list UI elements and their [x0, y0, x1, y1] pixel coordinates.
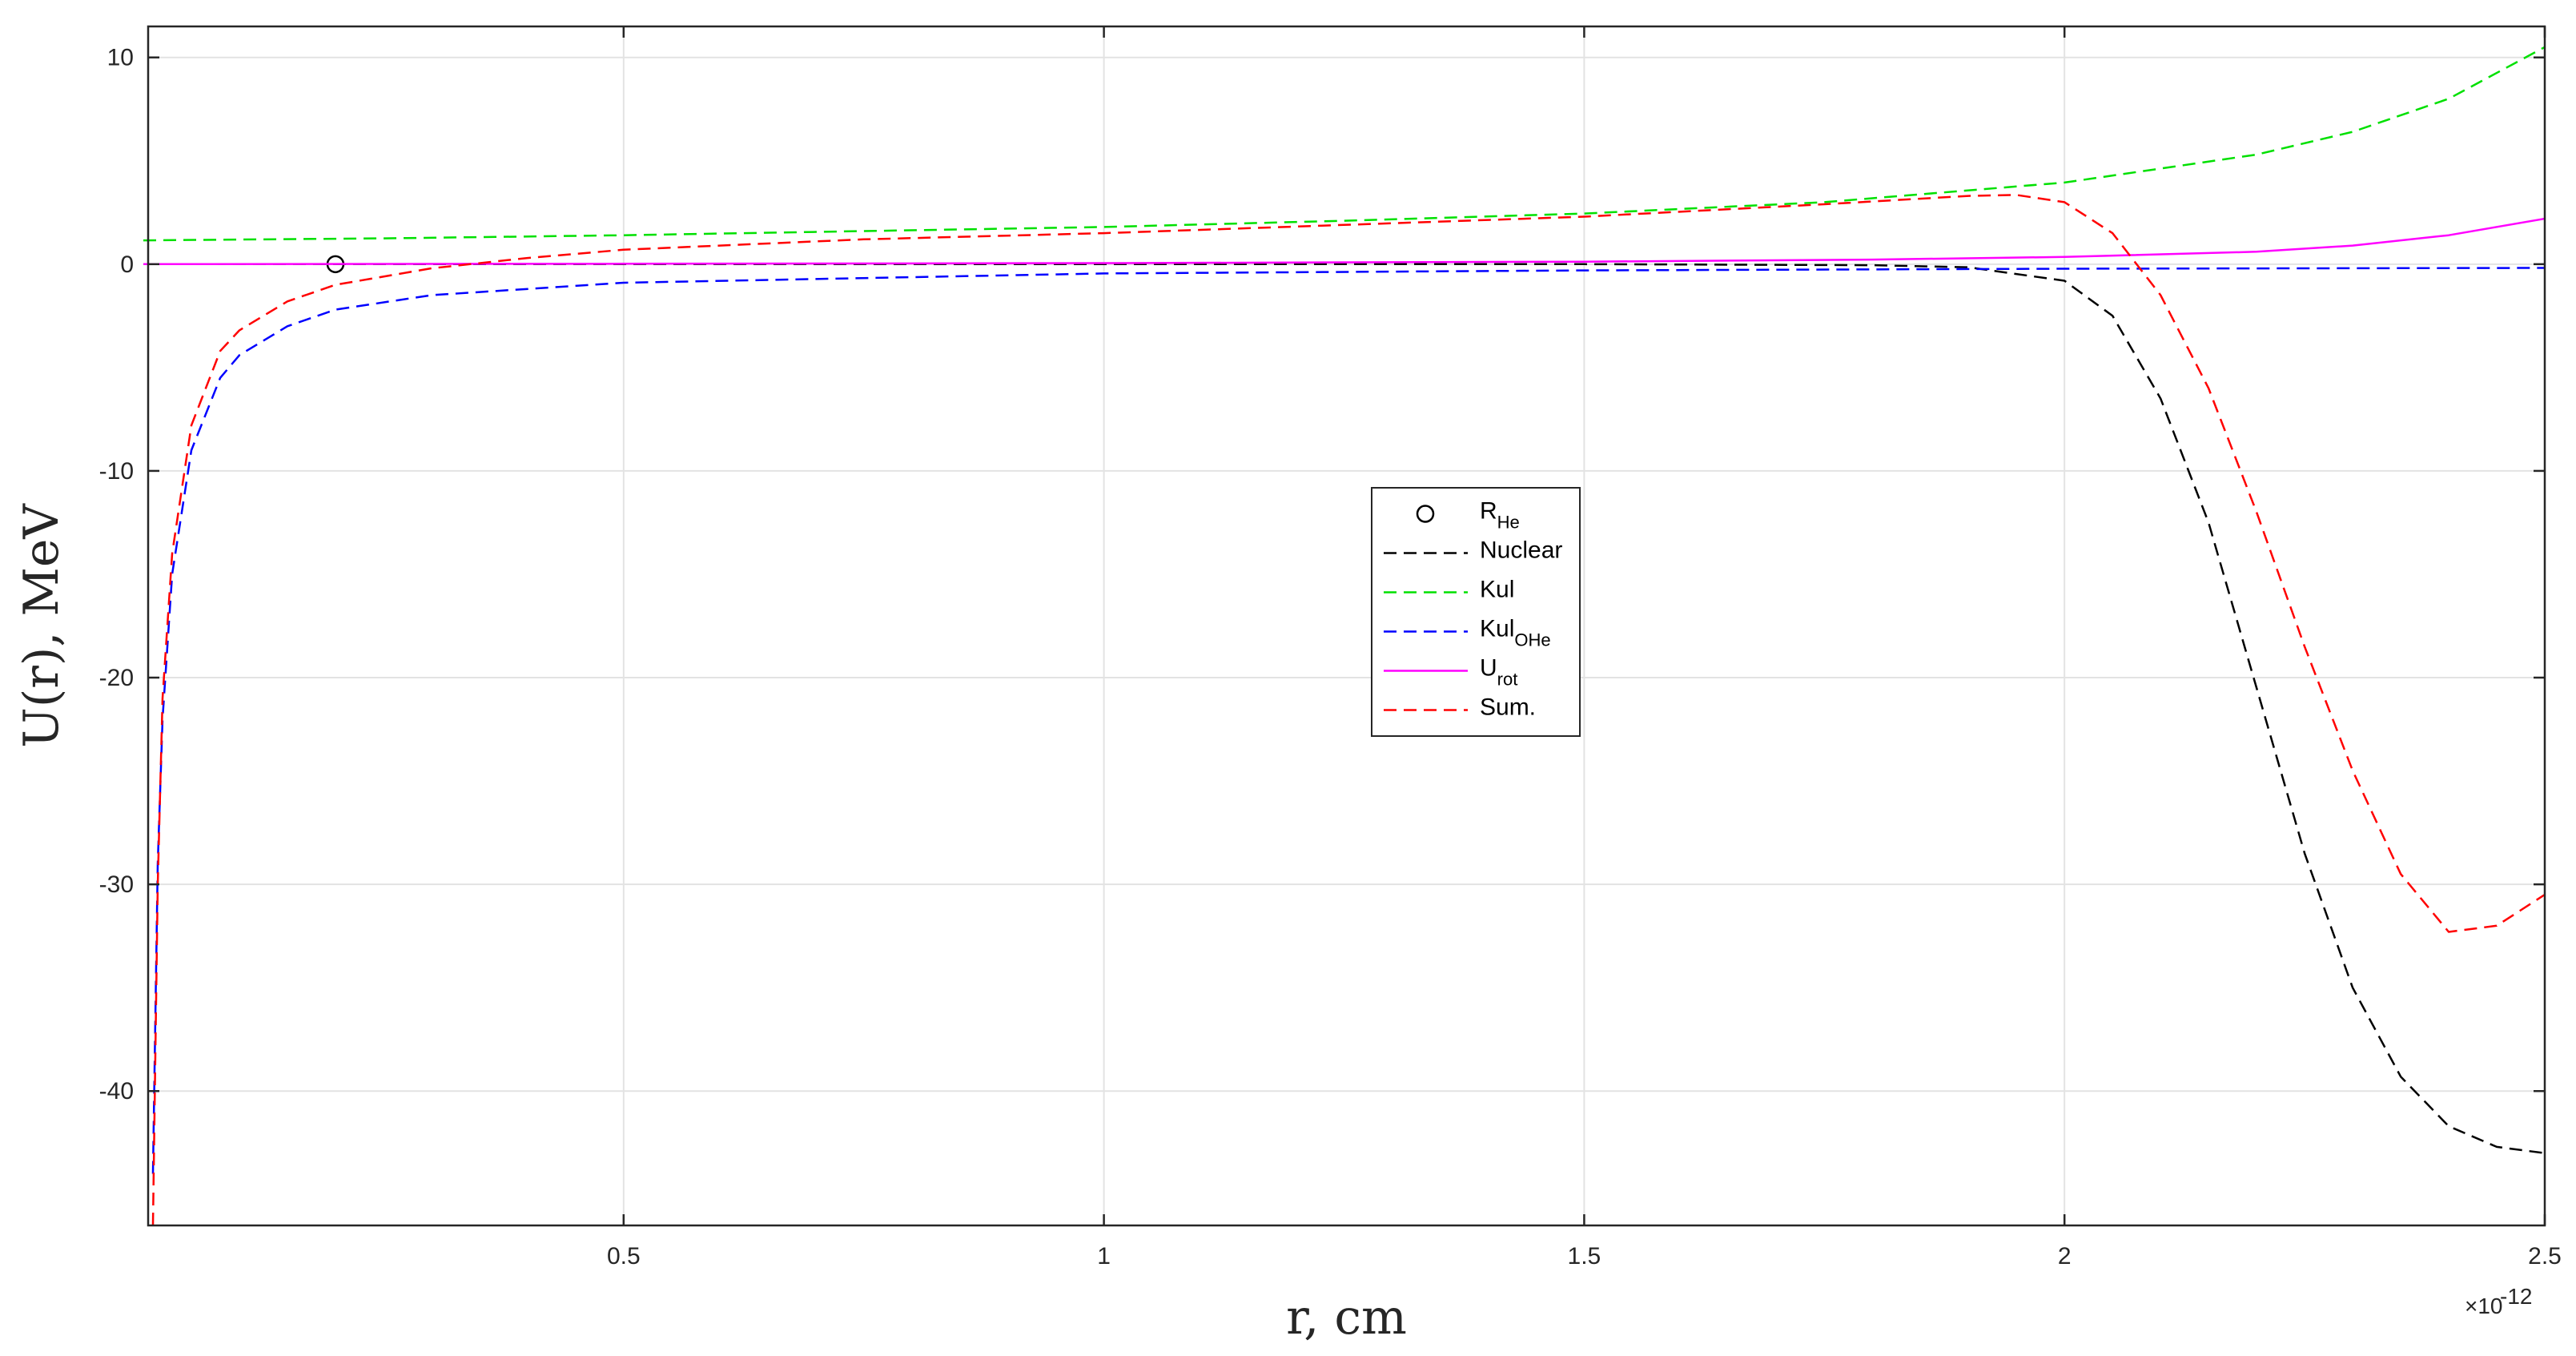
legend-label-subscript: He — [1497, 513, 1520, 533]
legend-box — [1371, 487, 1581, 737]
legend-entry: Kul — [1384, 577, 1514, 603]
y-tick-label: 0 — [120, 251, 134, 278]
series-line-3 — [151, 267, 2546, 1174]
y-tick-label: -20 — [99, 665, 134, 691]
x-tick-label: 2.5 — [2528, 1243, 2562, 1269]
y-tick-label: -40 — [99, 1078, 134, 1105]
axis-ticks: 0.5 1 1.5 2 2.5 10 0 -10 -20 -30 -40 — [99, 26, 2562, 1269]
y-tick-label: -10 — [99, 458, 134, 485]
x-axis-exponent: ×10 -12 — [2465, 1284, 2532, 1318]
series-line-1 — [153, 263, 2546, 1154]
y-tick-label: -30 — [99, 871, 134, 898]
legend-label: Kul — [1480, 577, 1514, 603]
legend-entry: Sum. — [1384, 694, 1536, 721]
x-exponent-power: -12 — [2500, 1284, 2532, 1309]
series-line-2 — [143, 46, 2546, 242]
grid — [148, 26, 2546, 1225]
x-tick-label: 0.5 — [607, 1243, 641, 1269]
x-tick-label: 1.5 — [1568, 1243, 1601, 1269]
plot-area-frame — [147, 25, 2546, 1227]
legend-label-subscript: rot — [1497, 670, 1518, 690]
legend-label-subscript: OHe — [1514, 630, 1550, 650]
x-axis-label: r, cm — [1286, 1290, 1407, 1346]
y-tick-label: 10 — [107, 45, 134, 71]
y-axis-label: U(r), MeV — [14, 503, 70, 748]
x-tick-label: 1 — [1097, 1243, 1111, 1269]
x-tick-label: 2 — [2058, 1243, 2072, 1269]
series-line-4 — [143, 217, 2546, 266]
series-line-5 — [151, 194, 2546, 1226]
legend-entry: Nuclear — [1384, 537, 1562, 564]
series-lines — [143, 46, 2546, 1226]
legend-label: Nuclear — [1480, 537, 1562, 564]
legend-label: Sum. — [1480, 694, 1536, 721]
legend-marker — [1416, 505, 1435, 523]
x-exponent-base: ×10 — [2465, 1294, 2503, 1318]
